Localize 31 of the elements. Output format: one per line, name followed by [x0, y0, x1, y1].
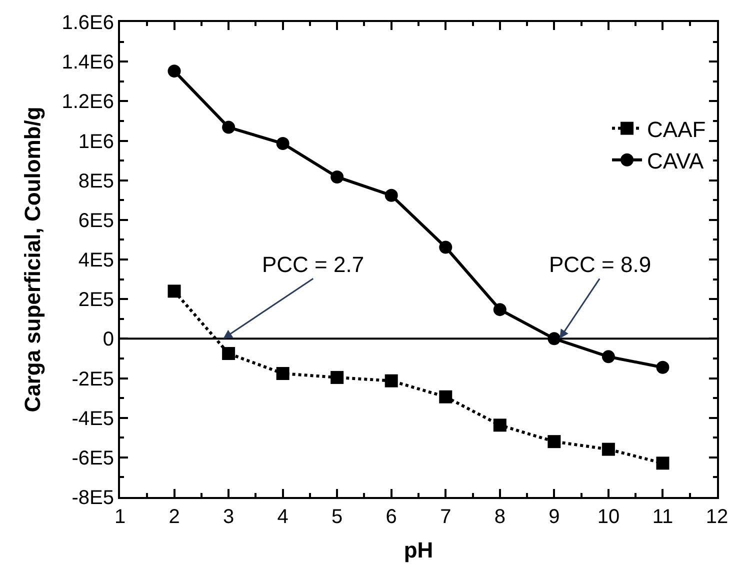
y-tick-label: 0 [102, 328, 114, 351]
x-tick-label: 8 [494, 506, 506, 528]
y-tick-label: 4E5 [78, 250, 114, 272]
annotation: PCC = 2.7 [262, 252, 364, 277]
legend-label: CAVA [647, 148, 704, 174]
x-tick-label: 12 [706, 506, 728, 528]
x-tick-label: 5 [332, 506, 343, 528]
y-tick-label: 1.6E6 [62, 12, 114, 34]
x-tick-label: 10 [597, 506, 620, 528]
y-tick-label: 2E5 [78, 289, 114, 312]
x-tick-label: 9 [548, 506, 560, 528]
x-tick-label: 1 [114, 506, 126, 528]
y-tick-label: -4E5 [72, 408, 114, 430]
y-tick-label: 8E5 [78, 170, 114, 192]
y-tick-label: 1.2E6 [62, 91, 114, 114]
y-tick-label: -6E5 [72, 447, 114, 470]
x-tick-label: 4 [277, 506, 288, 528]
y-tick-label: -2E5 [72, 368, 114, 390]
x-tick-label: 11 [652, 506, 674, 528]
annotation: PCC = 8.9 [549, 252, 652, 277]
x-tick-label: 3 [222, 506, 234, 528]
y-tick-label: -8E5 [72, 487, 114, 509]
x-tick-label: 7 [440, 506, 452, 528]
y-tick-label: 6E5 [78, 210, 114, 232]
x-tick-label: 2 [168, 506, 180, 528]
legend-label: CAAF [647, 116, 706, 142]
x-axis-title: pH [404, 537, 434, 562]
y-tick-label: 1E6 [78, 130, 114, 153]
y-axis-title: Carga superficial, Coulomb/g [20, 106, 46, 412]
x-tick-label: 6 [386, 506, 397, 528]
y-tick-label: 1.4E6 [62, 52, 114, 74]
